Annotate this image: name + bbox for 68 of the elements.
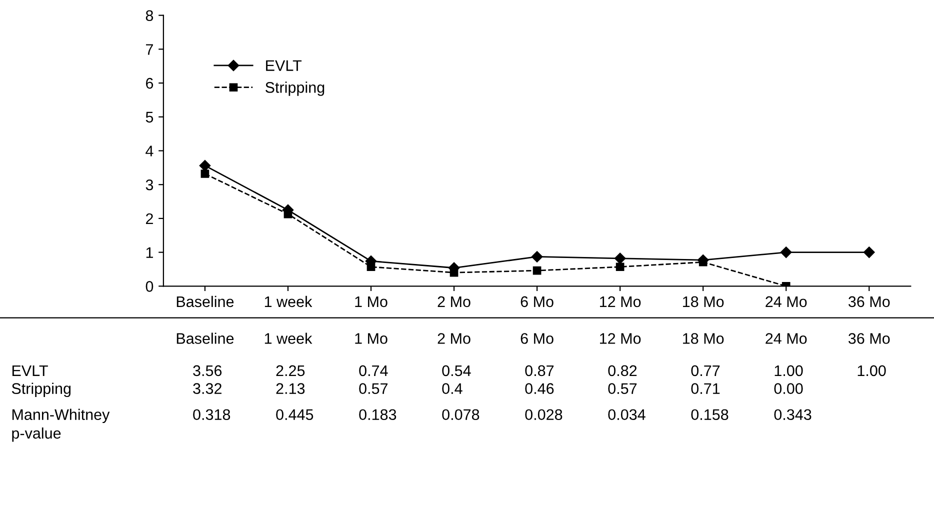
text: 0.183 xyxy=(359,409,396,420)
data-label: 0.77 xyxy=(691,365,720,376)
category-label: 12 Mo xyxy=(600,333,641,344)
data-label: 2.25 xyxy=(276,365,305,376)
x-tick-label: 24 Mo xyxy=(766,296,807,308)
y-tick-label: 8 xyxy=(146,10,154,22)
category-label: 24 Mo xyxy=(766,333,807,344)
legend-label: Stripping xyxy=(266,82,324,96)
x-tick-label: 1 week xyxy=(264,296,312,308)
point xyxy=(199,160,211,172)
data-label: 0.57 xyxy=(608,383,637,394)
y-tick-label: 7 xyxy=(146,44,153,55)
category-label: Baseline xyxy=(176,332,234,344)
point xyxy=(616,262,624,272)
category-label: 6 Mo xyxy=(520,333,554,344)
point xyxy=(366,262,376,272)
category-label: 2 Mo xyxy=(438,333,470,344)
legend-label: EVLT xyxy=(266,60,302,71)
text: Stripping xyxy=(12,382,71,398)
x-tick-label: 2 Mo xyxy=(438,296,470,308)
x-tick-label: 36 Mo xyxy=(848,296,890,308)
category-label: 18 Mo xyxy=(683,333,724,344)
point xyxy=(531,251,543,262)
text: 0.078 xyxy=(442,409,480,420)
point xyxy=(200,170,210,178)
x-tick-label: 1 Mo xyxy=(355,296,388,308)
point xyxy=(450,268,458,277)
data-label: 0.57 xyxy=(359,383,388,394)
data-label: 0.4 xyxy=(442,383,462,394)
point xyxy=(864,246,875,258)
text: Mann-Whitney p-value xyxy=(12,408,110,442)
data-label: 1.00 xyxy=(774,365,803,376)
text: 0.034 xyxy=(608,409,646,420)
point xyxy=(614,252,626,264)
data-label: 0.74 xyxy=(359,365,388,376)
text: 0.028 xyxy=(525,409,562,420)
y-tick-label: 1 xyxy=(146,247,153,258)
data-label: 0.87 xyxy=(525,365,554,376)
x-tick-label: 12 Mo xyxy=(600,296,641,308)
y-tick-label: 6 xyxy=(146,78,154,89)
data-label: 0.54 xyxy=(442,365,471,376)
point xyxy=(698,258,708,266)
category-label: 1 week xyxy=(264,332,312,344)
category-label: 36 Mo xyxy=(848,333,890,344)
data-label: 1.00 xyxy=(858,365,886,376)
data-label: 2.13 xyxy=(276,383,305,394)
text: 0.318 xyxy=(193,409,230,420)
x-tick-label: 18 Mo xyxy=(683,296,724,308)
x-tick-label: 6 Mo xyxy=(520,296,554,308)
text: 0.445 xyxy=(276,409,314,420)
y-tick-label: 4 xyxy=(146,146,154,156)
data-label: 0.46 xyxy=(525,383,554,394)
data-label: 0.82 xyxy=(608,365,637,376)
y-tick-label: 0 xyxy=(146,281,154,292)
y-tick-label: 2 xyxy=(146,213,153,224)
data-label: 0.00 xyxy=(774,383,803,394)
point xyxy=(780,246,792,258)
y-tick-label: 3 xyxy=(146,179,154,190)
text: EVLT xyxy=(12,365,48,376)
data-label: 3.56 xyxy=(193,365,222,376)
category-label: 1 Mo xyxy=(355,333,388,344)
x-tick-label: Baseline xyxy=(176,296,234,308)
y-tick-label: 5 xyxy=(146,112,154,123)
text: 0.158 xyxy=(691,409,728,420)
text: 0.343 xyxy=(774,409,812,420)
data-label: 0.71 xyxy=(691,383,720,394)
point xyxy=(532,266,542,275)
data-label: 3.32 xyxy=(193,383,222,394)
